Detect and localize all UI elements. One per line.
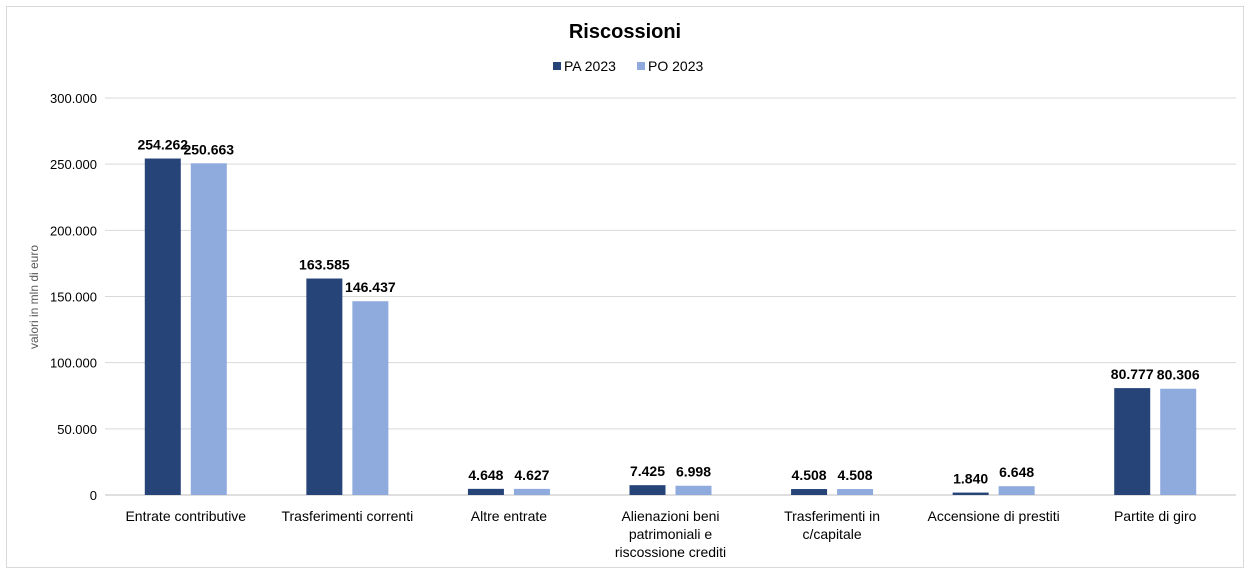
y-axis: 0 50.000 100.000 150.000 200.000 250.000 300.0… [50, 91, 97, 503]
y-tick-label: 150.000 [50, 290, 97, 305]
data-label: 146.437 [345, 279, 396, 295]
data-label: 4.508 [792, 467, 827, 483]
y-tick-label: 50.000 [57, 422, 97, 437]
legend-swatch [637, 62, 645, 70]
y-tick-label: 250.000 [50, 157, 97, 172]
data-label: 6.998 [676, 464, 711, 480]
bar [675, 485, 712, 495]
bar [952, 492, 989, 495]
y-tick-label: 300.000 [50, 91, 97, 106]
data-label: 7.425 [630, 463, 665, 479]
bar [306, 278, 343, 495]
data-label: 254.262 [137, 137, 188, 153]
category-label: Entrate contributive [125, 508, 246, 524]
chart-title: Riscossioni [569, 21, 681, 43]
data-label: 4.627 [514, 467, 549, 483]
data-label: 80.777 [1111, 366, 1154, 382]
y-tick-label: 100.000 [50, 356, 97, 371]
bar [629, 485, 666, 495]
legend-label: PA 2023 [564, 58, 616, 74]
bar [352, 301, 389, 495]
data-label: 1.840 [953, 471, 988, 487]
bar [190, 163, 227, 495]
gridlines [105, 97, 1236, 496]
bar [144, 158, 181, 496]
data-label: 163.585 [299, 257, 350, 273]
bar [837, 489, 874, 495]
data-label: 6.648 [999, 464, 1034, 480]
bar [1160, 388, 1197, 495]
data-label: 250.663 [183, 141, 234, 157]
category-label: Altre entrate [471, 508, 547, 524]
legend-swatch [553, 62, 561, 70]
y-tick-label: 200.000 [50, 223, 97, 238]
y-tick-label: 0 [90, 488, 97, 503]
data-label: 80.306 [1157, 367, 1200, 383]
category-label: Trasferimenti in [784, 508, 880, 524]
data-label: 4.508 [838, 467, 873, 483]
category-label: patrimoniali e [629, 526, 712, 542]
x-axis: Entrate contributive Trasferimenti corren… [125, 508, 1196, 560]
legend: PA 2023 PO 2023 [553, 58, 703, 74]
y-axis-title: valori in mln di euro [27, 245, 41, 349]
category-label: Alienazioni beni [621, 508, 719, 524]
bar [791, 489, 828, 495]
category-label: Accensione di prestiti [927, 508, 1059, 524]
bar [467, 488, 504, 495]
category-label: riscossione crediti [615, 544, 726, 560]
category-label: Trasferimenti correnti [281, 508, 413, 524]
category-label: Partite di giro [1114, 508, 1197, 524]
bar [513, 488, 550, 495]
data-label: 4.648 [468, 467, 503, 483]
bar [998, 486, 1035, 495]
bar [1114, 388, 1151, 495]
legend-label: PO 2023 [648, 58, 703, 74]
category-label: c/capitale [802, 526, 861, 542]
